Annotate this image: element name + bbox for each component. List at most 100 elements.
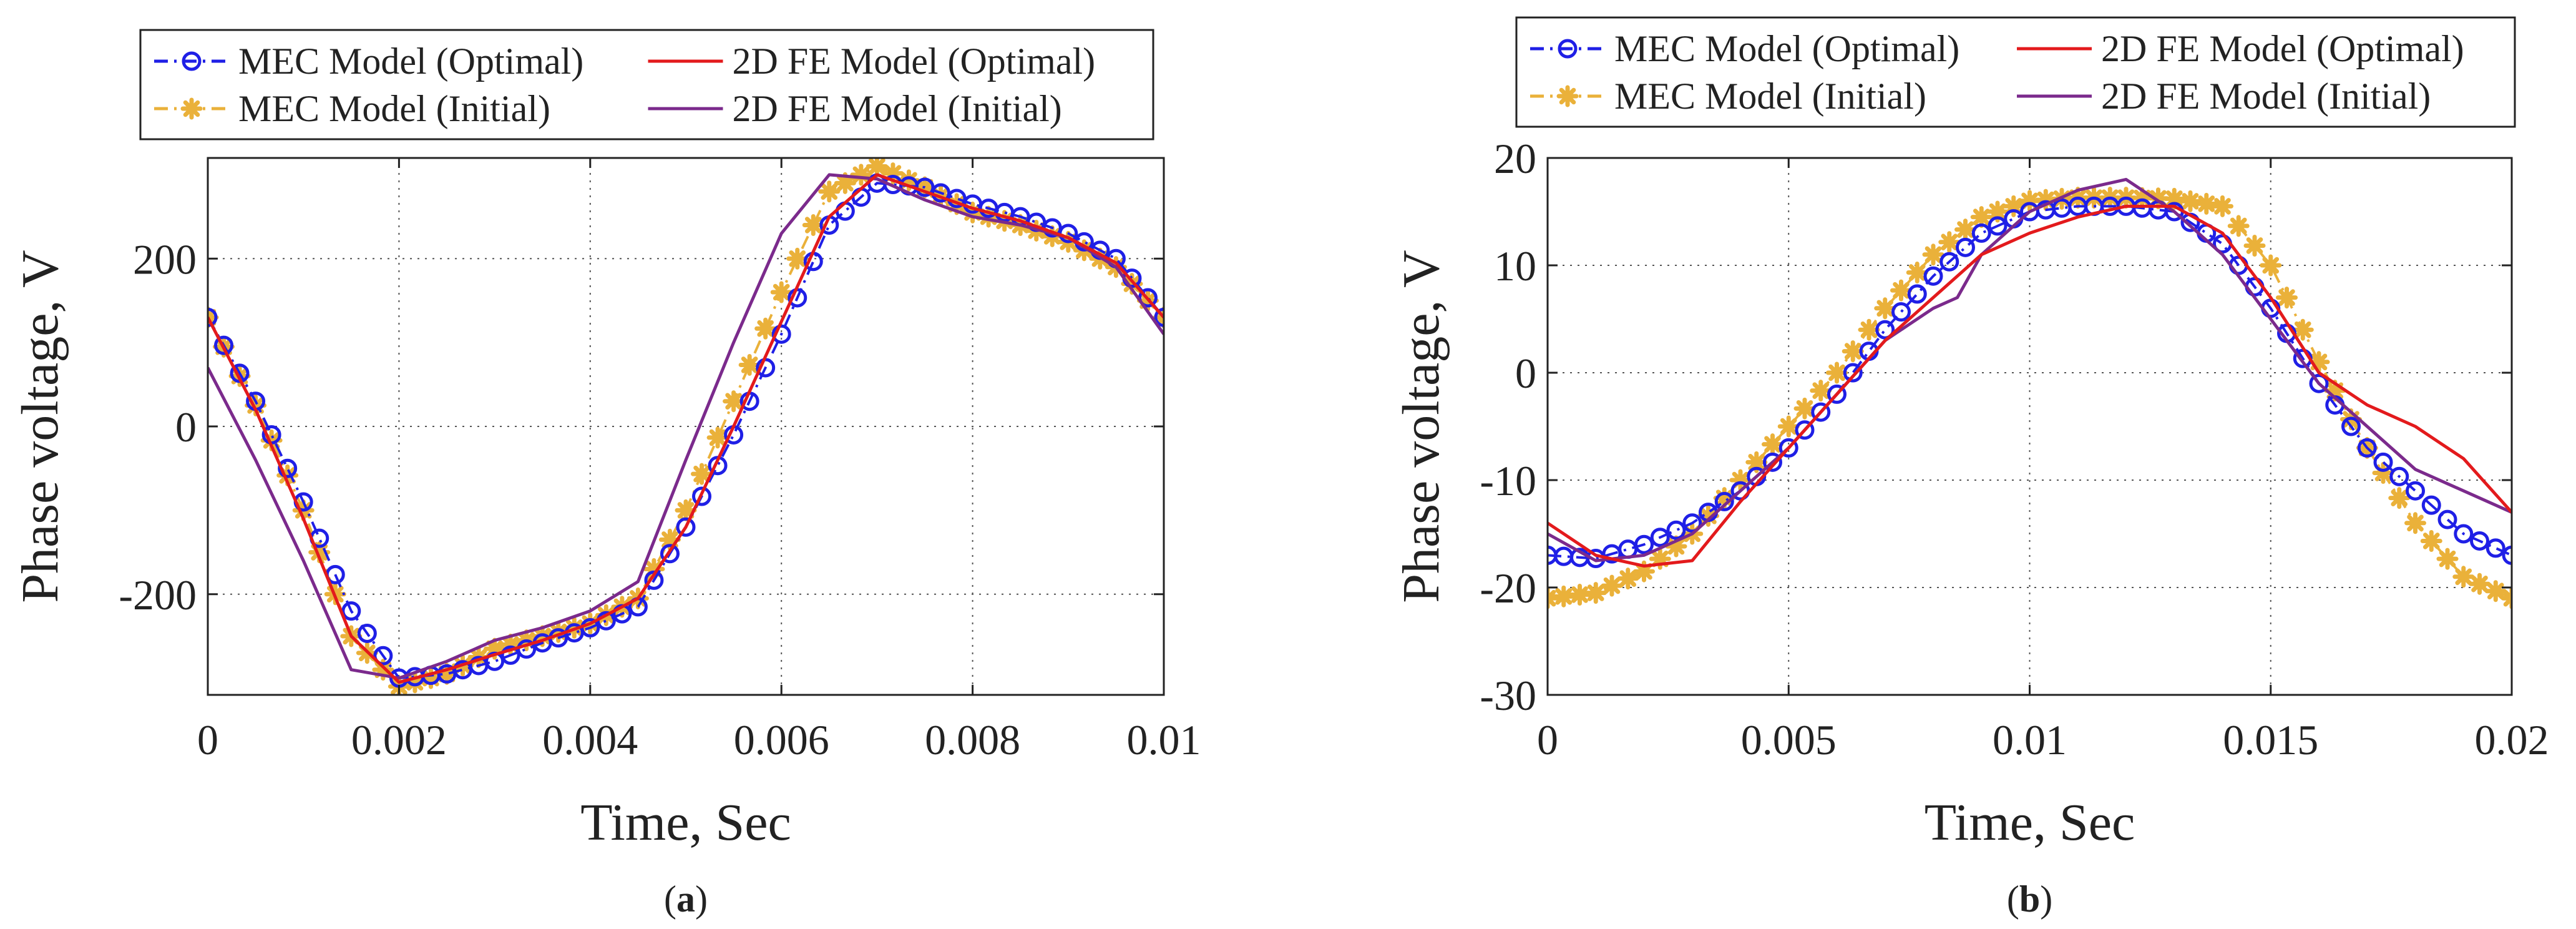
legend-item: MEC Model (Initial) xyxy=(1530,76,1926,117)
x-tick-label: 0 xyxy=(1537,716,1558,764)
data-point xyxy=(2227,215,2250,237)
legend-item: 2D FE Model (Optimal) xyxy=(2017,28,2464,69)
data-point xyxy=(676,517,696,537)
data-point xyxy=(2452,566,2475,588)
data-point xyxy=(2019,190,2041,212)
x-tick-label: 0.006 xyxy=(734,716,829,764)
data-point xyxy=(2341,416,2361,436)
data-point xyxy=(1601,574,1623,597)
data-point xyxy=(866,158,888,177)
data-point xyxy=(2420,529,2442,552)
data-point xyxy=(1956,237,1975,257)
data-point xyxy=(1666,520,1686,540)
data-point xyxy=(1890,279,1912,302)
y-tick-label: 200 xyxy=(133,235,197,283)
data-point xyxy=(2131,187,2154,209)
data-point xyxy=(850,164,872,186)
legend-label: 2D FE Model (Optimal) xyxy=(733,41,1096,82)
data-point xyxy=(1634,534,1654,554)
data-point xyxy=(2388,487,2411,509)
data-point xyxy=(738,353,761,376)
legend-item: MEC Model (Optimal) xyxy=(1530,28,1959,69)
data-point xyxy=(1938,231,1961,253)
data-point xyxy=(723,390,745,413)
data-point xyxy=(2389,466,2409,486)
data-point xyxy=(1713,487,1735,509)
series-group xyxy=(208,158,1164,695)
data-point xyxy=(547,621,570,643)
data-point xyxy=(2373,452,2393,472)
legend-box xyxy=(139,29,1154,140)
y-tick-label: 0 xyxy=(1515,350,1536,397)
data-point xyxy=(1939,252,1959,272)
legend-marker-icon xyxy=(182,51,202,71)
data-point xyxy=(675,499,697,521)
data-point xyxy=(706,426,729,449)
data-point xyxy=(208,307,218,327)
data-point xyxy=(372,659,394,681)
series-line xyxy=(1548,205,2512,560)
series-line xyxy=(208,173,1164,680)
data-point xyxy=(691,463,713,485)
data-point xyxy=(1842,340,1864,363)
data-point xyxy=(2486,538,2505,558)
legend-label: 2D FE Model (Optimal) xyxy=(2101,28,2464,69)
data-point xyxy=(1906,261,1928,283)
data-point xyxy=(786,247,809,270)
data-point xyxy=(1553,585,1575,607)
y-tick-label: 0 xyxy=(175,403,197,451)
panel-label: (a) xyxy=(664,878,708,920)
x-tick-label: 0.02 xyxy=(2475,716,2549,764)
data-point xyxy=(2179,190,2202,212)
data-point xyxy=(1954,219,1976,241)
data-point xyxy=(2421,495,2441,515)
data-point xyxy=(2163,187,2185,210)
data-point xyxy=(834,172,856,194)
data-point xyxy=(373,646,393,666)
data-point xyxy=(2436,548,2459,570)
y-tick-label: -10 xyxy=(1480,457,1536,504)
data-point xyxy=(2470,531,2489,551)
legend-label: 2D FE Model (Initial) xyxy=(733,88,1062,129)
data-point xyxy=(882,162,904,185)
x-tick-label: 0.008 xyxy=(925,716,1020,764)
data-point xyxy=(1649,548,1671,570)
data-point xyxy=(1986,200,2009,223)
data-point xyxy=(260,429,283,451)
data-point xyxy=(897,169,920,192)
data-point xyxy=(660,544,680,564)
series-line xyxy=(1548,204,2512,568)
legend-box xyxy=(1515,16,2516,128)
data-point xyxy=(1762,433,1783,456)
data-point xyxy=(1826,361,1848,384)
data-point xyxy=(1875,320,1895,340)
x-tick-label: 0 xyxy=(197,716,218,764)
x-tick-label: 0.002 xyxy=(351,716,447,764)
data-point xyxy=(1811,402,1831,422)
data-point xyxy=(214,335,234,355)
legend-item: 2D FE Model (Initial) xyxy=(648,88,1062,129)
y-tick-label: -200 xyxy=(119,571,197,619)
data-point xyxy=(308,541,331,564)
data-point xyxy=(484,637,506,660)
legend-label: MEC Model (Optimal) xyxy=(1614,28,1959,69)
data-point xyxy=(770,281,793,303)
data-point xyxy=(341,601,361,621)
data-point xyxy=(357,623,377,643)
legend-item: 2D FE Model (Optimal) xyxy=(648,41,1096,82)
data-point xyxy=(643,558,665,580)
data-point xyxy=(1843,363,1863,383)
data-point xyxy=(1778,438,1798,458)
data-point xyxy=(404,671,426,694)
data-point xyxy=(1793,397,1816,420)
legend-marker-icon xyxy=(1556,85,1579,107)
data-point xyxy=(2243,234,2266,257)
data-point xyxy=(2437,509,2457,529)
data-point xyxy=(754,317,777,340)
x-tick-label: 0.01 xyxy=(1993,716,2067,764)
legend-label: 2D FE Model (Initial) xyxy=(2101,76,2431,117)
data-point xyxy=(1697,504,1719,527)
data-point xyxy=(2469,573,2491,595)
data-point xyxy=(2291,318,2314,341)
data-point xyxy=(1633,560,1655,582)
